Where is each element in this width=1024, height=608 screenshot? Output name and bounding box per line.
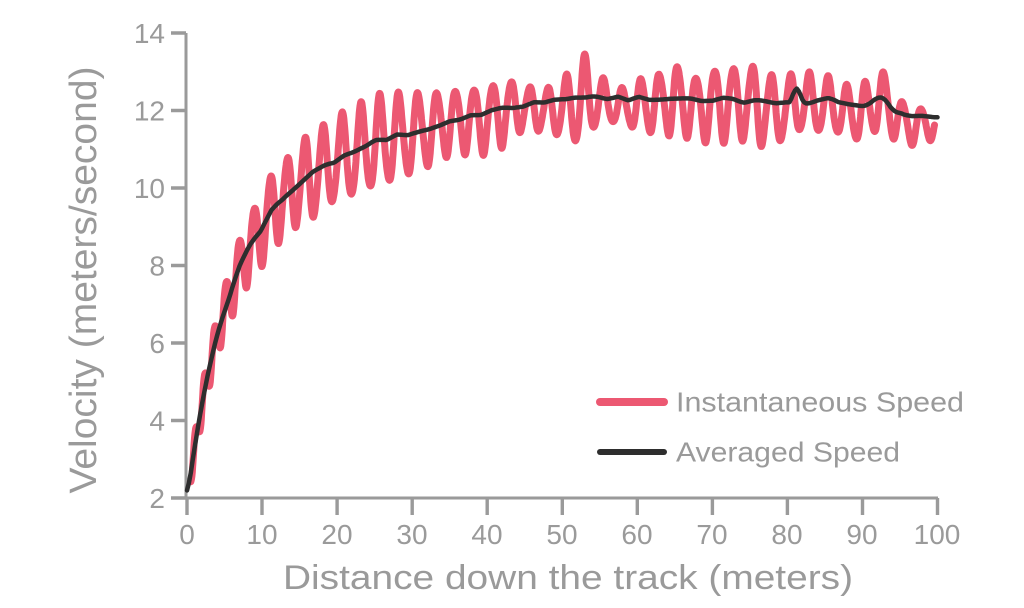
svg-text:60: 60 xyxy=(621,519,652,550)
svg-text:12: 12 xyxy=(134,96,165,127)
svg-text:30: 30 xyxy=(396,519,427,550)
svg-text:50: 50 xyxy=(546,519,577,550)
svg-text:90: 90 xyxy=(846,519,877,550)
svg-text:2: 2 xyxy=(149,483,165,514)
svg-text:40: 40 xyxy=(471,519,502,550)
svg-text:14: 14 xyxy=(134,18,165,49)
svg-text:Averaged Speed: Averaged Speed xyxy=(676,437,900,468)
svg-text:20: 20 xyxy=(321,519,352,550)
svg-text:10: 10 xyxy=(134,173,165,204)
svg-text:100: 100 xyxy=(914,519,961,550)
svg-text:6: 6 xyxy=(149,328,165,359)
svg-text:4: 4 xyxy=(149,406,165,437)
svg-text:70: 70 xyxy=(696,519,727,550)
svg-text:10: 10 xyxy=(246,519,277,550)
svg-text:8: 8 xyxy=(149,251,165,282)
svg-text:Velocity (meters/second): Velocity (meters/second) xyxy=(63,67,105,494)
svg-text:0: 0 xyxy=(179,519,195,550)
svg-text:80: 80 xyxy=(771,519,802,550)
svg-text:Distance down the track (meter: Distance down the track (meters) xyxy=(283,559,853,597)
svg-text:Instantaneous Speed: Instantaneous Speed xyxy=(676,387,964,418)
